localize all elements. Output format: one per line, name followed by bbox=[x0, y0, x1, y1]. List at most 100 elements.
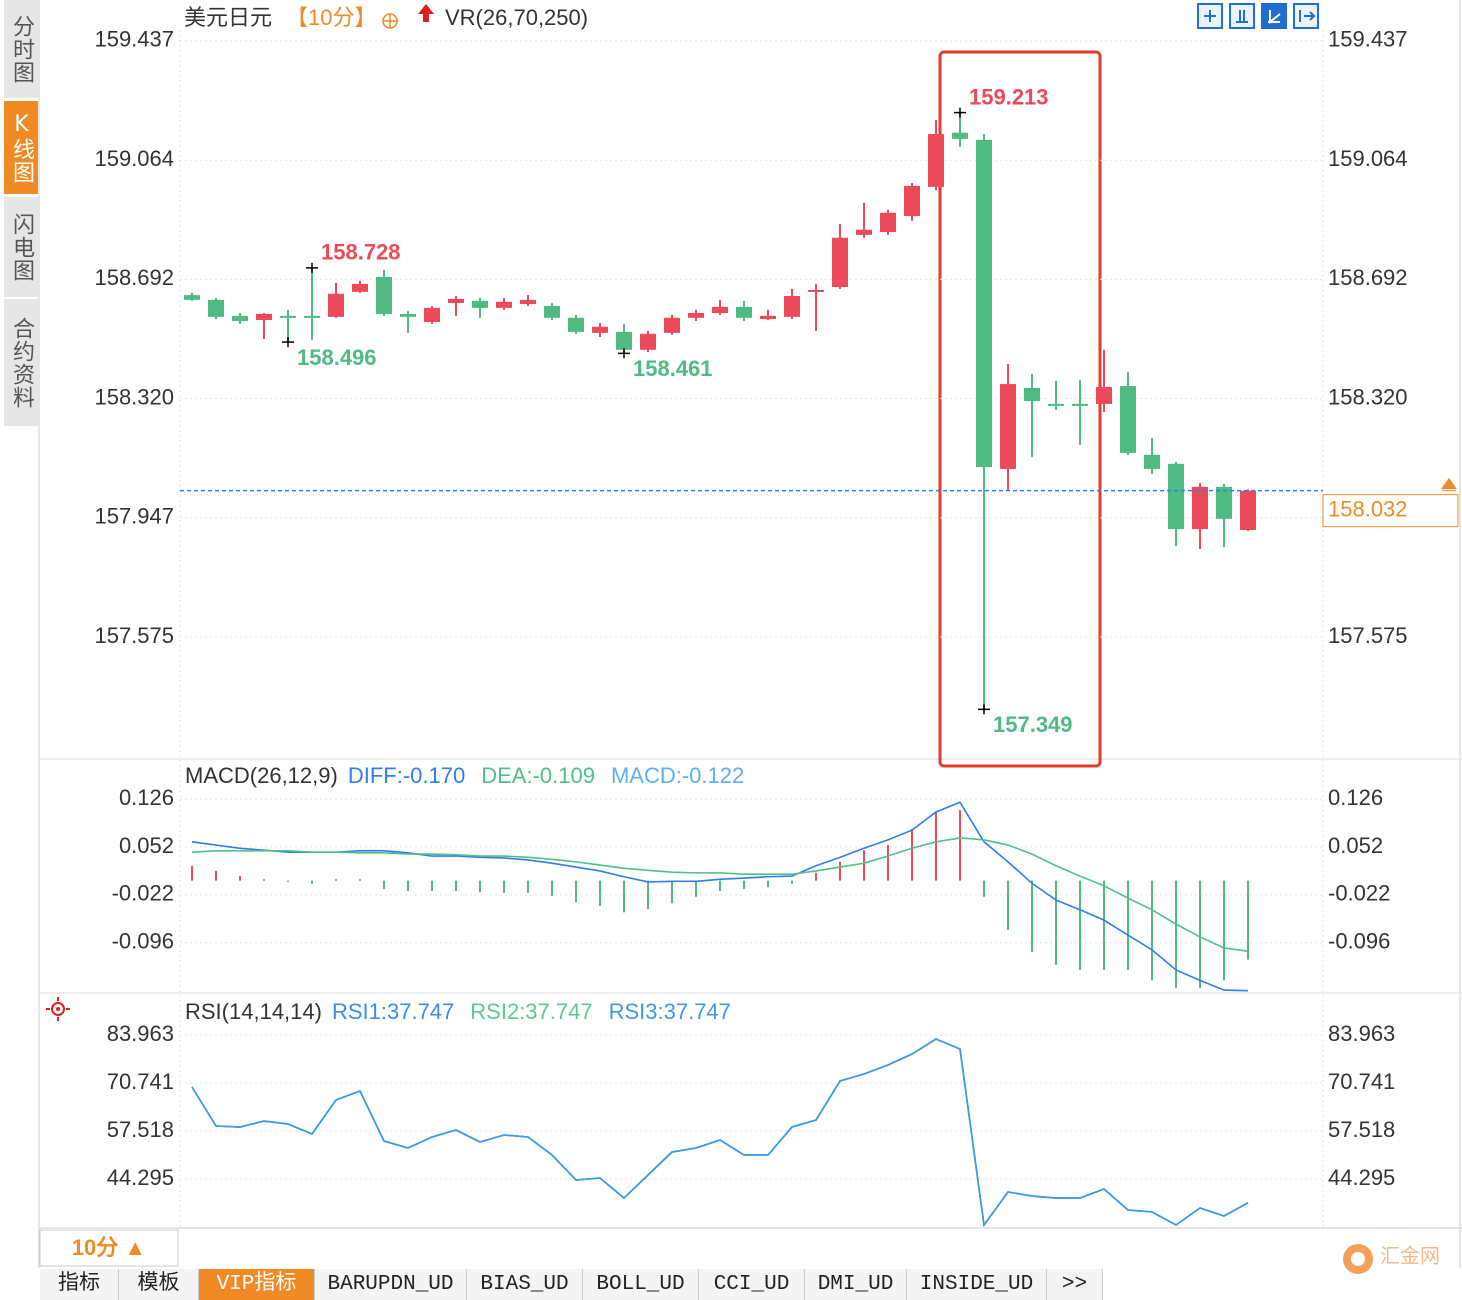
candle-body bbox=[1120, 385, 1136, 453]
candle-body bbox=[808, 289, 824, 292]
candle-body bbox=[208, 299, 224, 317]
indicator-tab[interactable]: BIAS_UD bbox=[467, 1269, 583, 1300]
candle-body bbox=[1024, 387, 1040, 402]
indicator-icon[interactable] bbox=[418, 4, 434, 22]
logo: 汇金网 bbox=[1380, 1244, 1440, 1267]
extreme-label: 158.496 bbox=[297, 345, 377, 370]
candle-body bbox=[832, 237, 848, 288]
candle-body bbox=[688, 313, 704, 318]
extreme-label: 159.213 bbox=[969, 84, 1049, 109]
y-tick-label-right: 44.295 bbox=[1328, 1165, 1395, 1190]
y-tick-label: 158.692 bbox=[94, 265, 174, 290]
indicator[interactable]: VR(26,70,250) bbox=[445, 5, 588, 30]
candle-body bbox=[1144, 454, 1160, 469]
candle-body bbox=[760, 315, 776, 320]
candle-body bbox=[712, 306, 728, 314]
y-tick-label: 83.963 bbox=[107, 1021, 174, 1046]
y-tick-label: 0.126 bbox=[119, 785, 174, 810]
candle-body bbox=[448, 298, 464, 304]
candle-body bbox=[664, 317, 680, 333]
y-tick-label-right: 159.437 bbox=[1328, 27, 1408, 52]
candle-body bbox=[1216, 486, 1232, 519]
y-tick-label: 57.518 bbox=[107, 1117, 174, 1142]
legend-entry: DEA:-0.109 bbox=[481, 763, 595, 788]
indicator-tab[interactable]: 指标 bbox=[40, 1269, 119, 1300]
y-tick-label: 0.052 bbox=[119, 833, 174, 858]
y-tick-label: 157.947 bbox=[94, 504, 174, 529]
y-tick-label-right: 70.741 bbox=[1328, 1069, 1395, 1094]
period-button[interactable]: 10分 ▲ bbox=[72, 1235, 146, 1260]
y-tick-label-right: 158.320 bbox=[1328, 384, 1408, 409]
candle-body bbox=[1000, 384, 1016, 469]
y-tick-label-right: 158.692 bbox=[1328, 265, 1408, 290]
legend-entry: RSI3:37.747 bbox=[609, 999, 731, 1024]
y-tick-label: -0.022 bbox=[112, 881, 174, 906]
y-tick-label: 159.064 bbox=[94, 146, 174, 171]
candle-body bbox=[1168, 463, 1184, 530]
y-tick-label-right: 159.064 bbox=[1328, 146, 1408, 171]
panel-title: RSI(14,14,14) bbox=[185, 999, 322, 1024]
candle-body bbox=[976, 139, 992, 467]
candle-body bbox=[472, 300, 488, 308]
last-price-arrow bbox=[1441, 477, 1457, 492]
symbol: 美元日元 bbox=[184, 5, 272, 30]
y-tick-label-right: 57.518 bbox=[1328, 1117, 1395, 1142]
y-tick-label: 70.741 bbox=[107, 1069, 174, 1094]
indicator-tab[interactable]: BARUPDN_UD bbox=[315, 1269, 467, 1300]
series-line bbox=[191, 837, 1249, 953]
candle-body bbox=[592, 326, 608, 333]
legend-entry: RSI1:37.747 bbox=[332, 999, 454, 1024]
candle-body bbox=[184, 295, 200, 300]
candle-body bbox=[1048, 403, 1064, 406]
candle-body bbox=[1096, 386, 1112, 404]
candle-body bbox=[256, 313, 272, 321]
series-line bbox=[191, 1038, 1249, 1228]
y-tick-label: 158.320 bbox=[94, 384, 174, 409]
y-tick-label: 44.295 bbox=[107, 1165, 174, 1190]
candle-body bbox=[544, 305, 560, 318]
candle-body bbox=[1192, 486, 1208, 530]
add-icon[interactable] bbox=[382, 13, 398, 29]
candle-body bbox=[424, 307, 440, 322]
candle-body bbox=[352, 283, 368, 292]
indicator-tab[interactable]: VIP指标 bbox=[199, 1269, 315, 1300]
candle-body bbox=[736, 306, 752, 318]
period[interactable]: 【10分】 bbox=[286, 5, 376, 30]
settings-icon[interactable] bbox=[46, 997, 70, 1021]
sidebar-tab[interactable]: 合约资料 bbox=[4, 299, 38, 426]
candle-body bbox=[928, 134, 944, 187]
series-line bbox=[191, 801, 1249, 992]
period-button-box[interactable] bbox=[39, 1229, 179, 1267]
indicator-tab[interactable]: INSIDE_UD bbox=[907, 1269, 1047, 1300]
legend-entry: RSI2:37.747 bbox=[470, 999, 592, 1024]
indicator-tab[interactable]: BOLL_UD bbox=[583, 1269, 699, 1300]
candle-body bbox=[616, 331, 632, 350]
candle-body bbox=[496, 301, 512, 308]
extreme-label: 157.349 bbox=[993, 712, 1073, 737]
y-tick-label-right: -0.096 bbox=[1328, 929, 1390, 954]
sidebar-tab[interactable]: 分时图 bbox=[4, 0, 38, 98]
candle-body bbox=[568, 317, 584, 332]
y-tick-label-right: 0.052 bbox=[1328, 833, 1383, 858]
indicator-tab[interactable]: DMI_UD bbox=[805, 1269, 907, 1300]
y-tick-label-right: -0.022 bbox=[1328, 881, 1390, 906]
candle-body bbox=[856, 229, 872, 235]
panel-title: MACD(26,12,9) bbox=[185, 763, 338, 788]
y-tick-label-right: 83.963 bbox=[1328, 1021, 1395, 1046]
candle-body bbox=[400, 313, 416, 317]
candle-body bbox=[232, 315, 248, 322]
candle-body bbox=[880, 212, 896, 233]
indicator-tab[interactable]: >> bbox=[1047, 1269, 1103, 1300]
y-tick-label-right: 157.575 bbox=[1328, 623, 1408, 648]
indicator-tab[interactable]: 模板 bbox=[119, 1269, 199, 1300]
toolbar[interactable] bbox=[1197, 3, 1319, 29]
candle-body bbox=[376, 276, 392, 314]
candle-body bbox=[280, 315, 296, 318]
candle-body bbox=[640, 333, 656, 350]
candle-body bbox=[784, 296, 800, 317]
sidebar-tab[interactable]: K线图 bbox=[4, 101, 38, 194]
sidebar-tab[interactable]: 闪电图 bbox=[4, 197, 38, 297]
indicator-tab[interactable]: CCI_UD bbox=[699, 1269, 805, 1300]
